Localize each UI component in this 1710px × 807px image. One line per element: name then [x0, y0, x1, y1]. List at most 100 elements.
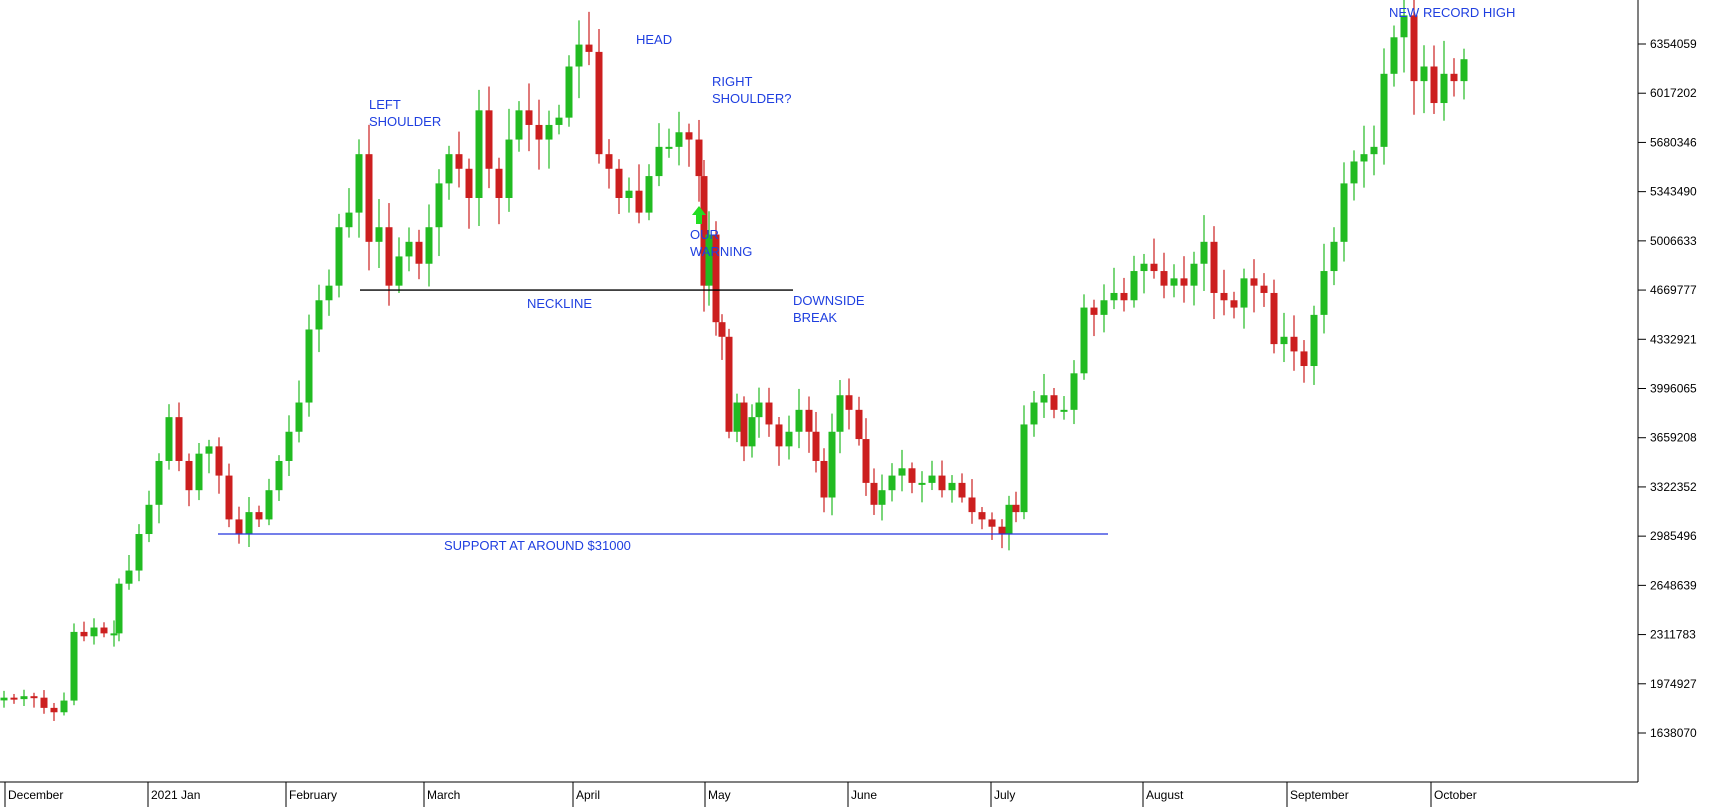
- candle-up: [898, 468, 906, 476]
- candle-down: [700, 176, 708, 286]
- candle-down: [862, 439, 870, 483]
- candle-up: [1340, 183, 1348, 242]
- candle-up: [325, 285, 333, 301]
- y-tick-label: 5006633: [1650, 234, 1697, 248]
- candle-up: [1360, 154, 1368, 162]
- x-axis-months: December 2021 Jan February March April May Jun…: [4, 782, 1477, 807]
- candle-up: [475, 110, 483, 198]
- candle-down: [820, 460, 828, 498]
- candle-down: [1220, 292, 1228, 301]
- candle-up: [1110, 292, 1118, 301]
- candle-down: [255, 512, 263, 520]
- candle-up: [405, 241, 413, 257]
- y-tick-label: 2311783: [1650, 628, 1696, 642]
- candle-down: [805, 409, 813, 432]
- candle-down: [80, 631, 88, 637]
- candle-down: [1300, 351, 1308, 367]
- candle-down: [1430, 66, 1438, 104]
- x-month-label: December: [8, 788, 63, 802]
- candle-down: [718, 322, 726, 337]
- candle-up: [145, 504, 153, 535]
- candle-up: [645, 176, 653, 213]
- candle-down: [870, 482, 878, 505]
- y-tick-label: 4332921: [1650, 332, 1697, 346]
- candle-down: [485, 110, 493, 169]
- candle-down: [988, 519, 996, 527]
- y-tick-label: 1638070: [1650, 726, 1697, 740]
- candle-down: [1090, 307, 1098, 315]
- candle-up: [345, 212, 353, 228]
- y-tick-label: 2648639: [1650, 578, 1697, 592]
- right-shoulder-label-1: RIGHT: [712, 74, 753, 89]
- candles-layer: [0, 0, 1468, 721]
- warning-arrow-icon: [692, 206, 706, 224]
- candle-up: [928, 475, 936, 483]
- right-shoulder-label-2: SHOULDER?: [712, 91, 791, 106]
- candle-down: [765, 402, 773, 425]
- candle-down: [495, 168, 503, 198]
- candle-down: [998, 526, 1006, 535]
- candle-up: [1170, 278, 1178, 286]
- neckline-label: NECKLINE: [527, 296, 592, 311]
- candle-up: [1200, 241, 1208, 264]
- candle-up: [1370, 146, 1378, 155]
- x-month-label: March: [427, 788, 460, 802]
- candle-down: [595, 51, 603, 155]
- new-record-high-label: NEW RECORD HIGH: [1389, 5, 1515, 20]
- candle-up: [1380, 73, 1388, 147]
- candle-up: [90, 627, 98, 637]
- candle-up: [1100, 300, 1108, 315]
- candle-down: [455, 154, 463, 169]
- candle-down: [1150, 263, 1158, 272]
- candle-down: [1180, 278, 1188, 286]
- candle-down: [615, 168, 623, 198]
- candle-up: [135, 534, 143, 571]
- candle-up: [125, 570, 133, 584]
- candle-up: [1060, 409, 1068, 412]
- candle-up: [315, 300, 323, 330]
- candle-up: [395, 256, 403, 286]
- candle-up: [545, 124, 553, 140]
- candle-down: [685, 132, 693, 140]
- candle-down: [978, 512, 986, 520]
- candle-down: [725, 336, 733, 432]
- candle-up: [335, 227, 343, 286]
- candle-up: [1330, 241, 1338, 272]
- candle-up: [1420, 66, 1428, 82]
- candle-up: [275, 460, 283, 491]
- candle-up: [625, 190, 633, 198]
- candle-down: [968, 497, 976, 513]
- candle-up: [1400, 15, 1408, 38]
- candle-up: [515, 110, 523, 140]
- candle-up: [1005, 504, 1013, 535]
- candle-down: [385, 227, 393, 286]
- candle-down: [605, 154, 613, 169]
- candle-up: [948, 482, 956, 491]
- candle-down: [465, 168, 473, 198]
- candle-up: [878, 490, 886, 505]
- x-month-label: August: [1146, 788, 1184, 802]
- candle-up: [375, 227, 383, 242]
- candle-down: [1012, 504, 1020, 513]
- candle-down: [855, 409, 863, 440]
- candle-down: [1270, 292, 1278, 345]
- candle-up: [565, 66, 573, 118]
- candle-down: [10, 697, 18, 700]
- downside-break-label-2: BREAK: [793, 310, 837, 325]
- candle-down: [740, 402, 748, 447]
- candle-up: [425, 227, 433, 264]
- x-month-label: September: [1290, 788, 1349, 802]
- y-axis-ticks: 1638070 1974927 2311783 2648639 2985496 33223…: [1638, 37, 1697, 740]
- candle-down: [1120, 292, 1128, 301]
- candle-down: [845, 395, 853, 410]
- y-tick-label: 3996065: [1650, 381, 1697, 395]
- y-tick-label: 4669777: [1650, 283, 1697, 297]
- candle-up: [165, 417, 173, 461]
- candle-down: [958, 482, 966, 498]
- candle-down: [525, 110, 533, 125]
- candle-up: [1020, 424, 1028, 513]
- candle-up: [155, 460, 163, 505]
- candle-down: [215, 446, 223, 476]
- candle-up: [918, 482, 926, 485]
